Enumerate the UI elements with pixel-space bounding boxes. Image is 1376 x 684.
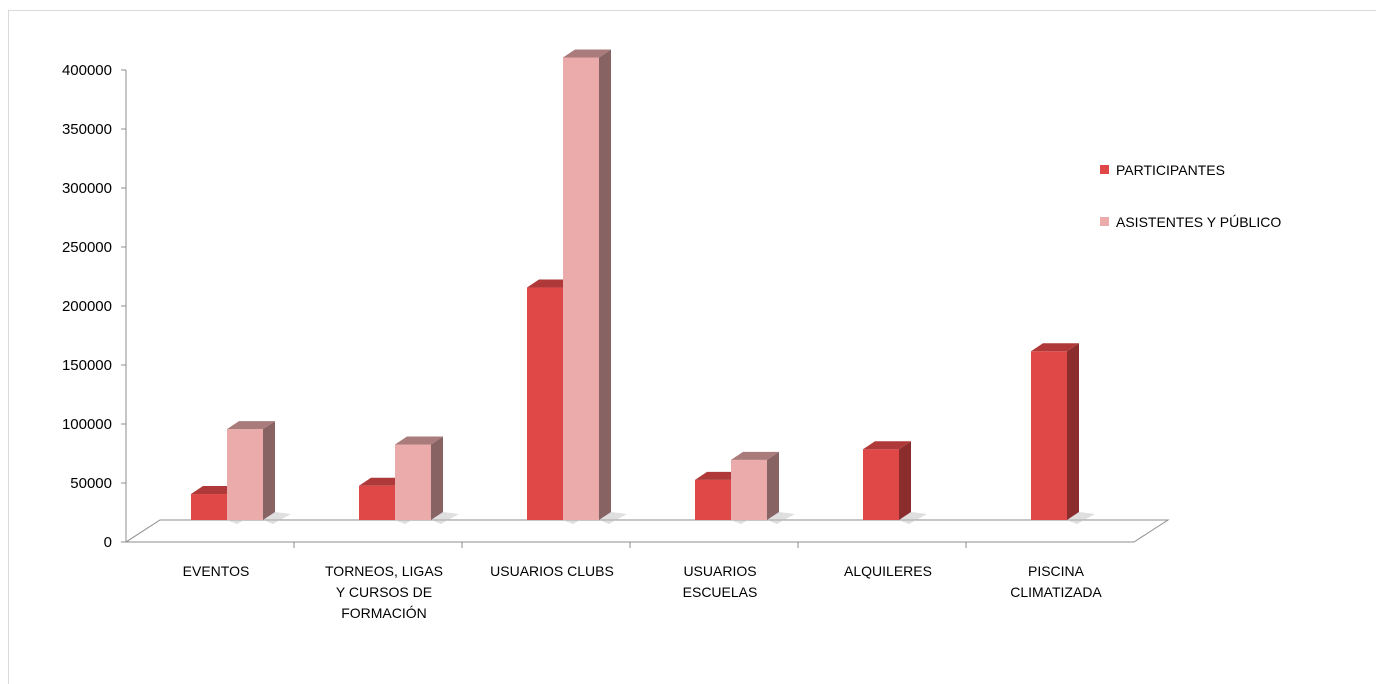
y-tick-label: 400000: [62, 62, 112, 79]
bar-shadow: [263, 512, 291, 524]
bar-asistentes-y-p-blico: [227, 421, 291, 524]
bar-front: [527, 287, 563, 520]
bar-front: [731, 459, 767, 520]
bar-front: [227, 429, 263, 520]
bar-shadow: [767, 512, 795, 524]
y-tick-label: 150000: [62, 357, 112, 374]
legend-swatch: [1100, 217, 1109, 226]
bar-top: [1031, 343, 1079, 352]
bar-shadow: [1067, 512, 1095, 524]
bar-top: [227, 421, 275, 430]
x-category-label: Y CURSOS DE: [336, 584, 432, 600]
bar-top: [863, 441, 911, 450]
x-category-label: PISCINA: [1028, 563, 1085, 579]
bar-front: [695, 479, 731, 520]
bar-asistentes-y-p-blico: [395, 436, 459, 524]
bar-side: [431, 436, 443, 520]
x-category-label: CLIMATIZADA: [1010, 584, 1102, 600]
bar-side: [263, 421, 275, 520]
x-category-label: TORNEOS, LIGAS: [325, 563, 443, 579]
bar-asistentes-y-p-blico: [563, 49, 627, 524]
y-tick-label: 0: [104, 534, 112, 551]
legend-label: PARTICIPANTES: [1116, 162, 1225, 178]
y-tick-label: 350000: [62, 121, 112, 138]
y-tick-label: 300000: [62, 180, 112, 197]
x-category-label: FORMACIÓN: [341, 605, 427, 621]
x-category-label: USUARIOS CLUBS: [490, 563, 614, 579]
y-tick-label: 250000: [62, 239, 112, 256]
x-category-label: USUARIOS: [683, 563, 756, 579]
chart-border-top: [8, 10, 1376, 11]
y-tick-label: 50000: [70, 475, 112, 492]
legend-swatch: [1100, 165, 1109, 174]
bar-shadow: [899, 512, 927, 524]
chart-border-left: [8, 10, 9, 684]
bar-front: [359, 485, 395, 520]
bar-front: [191, 494, 227, 520]
bar-shadow: [431, 512, 459, 524]
bar-shadow: [599, 512, 627, 524]
bar-front: [1031, 351, 1067, 520]
bar-front: [395, 444, 431, 520]
bar-side: [1067, 343, 1079, 520]
chart-floor: [124, 519, 1170, 543]
bar-side: [599, 49, 611, 520]
bar-side: [899, 441, 911, 520]
x-category-label: ALQUILERES: [844, 563, 932, 579]
bar-top: [563, 49, 611, 58]
x-category-label: ESCUELAS: [683, 584, 758, 600]
bar-top: [731, 451, 779, 460]
bar-side: [767, 451, 779, 520]
bar-participantes: [1031, 343, 1095, 524]
bar-participantes: [863, 441, 927, 524]
y-tick-label: 200000: [62, 298, 112, 315]
bar-front: [863, 449, 899, 520]
bar-top: [395, 436, 443, 445]
bar-asistentes-y-p-blico: [731, 451, 795, 524]
legend-label: ASISTENTES Y PÚBLICO: [1116, 214, 1281, 230]
bar-front: [563, 57, 599, 520]
y-tick-label: 100000: [62, 416, 112, 433]
x-category-label: EVENTOS: [183, 563, 250, 579]
